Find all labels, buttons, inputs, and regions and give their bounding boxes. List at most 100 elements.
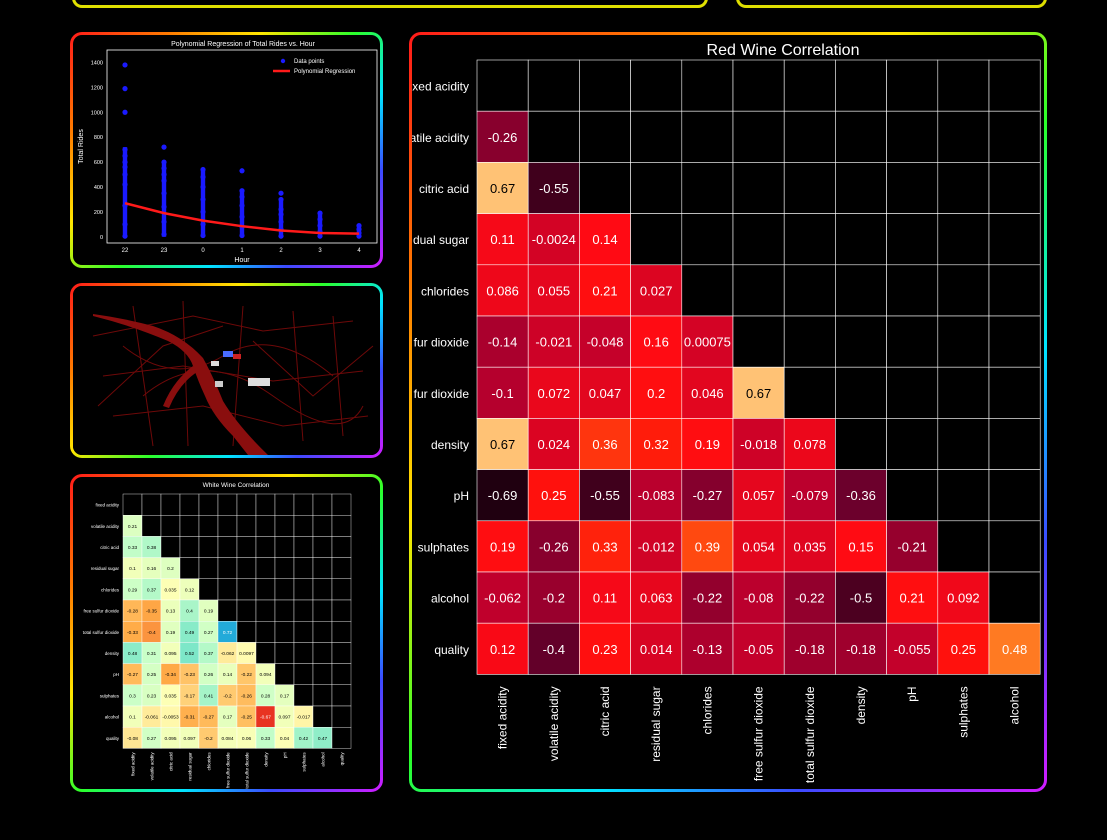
heatmap-cell bbox=[835, 315, 887, 368]
row-label: chlorides bbox=[101, 587, 120, 592]
heatmap-cell bbox=[732, 162, 785, 214]
heatmap-cell bbox=[988, 520, 1041, 573]
heatmap-value: -0.062 bbox=[484, 591, 521, 606]
heatmap-cell bbox=[630, 520, 683, 573]
heatmap-value: -0.4 bbox=[543, 642, 565, 657]
regression-chart: Polynomial Regression of Total Rides vs.… bbox=[78, 41, 378, 264]
heatmap-value: 0.04 bbox=[280, 736, 290, 742]
heatmap-cell bbox=[630, 366, 683, 419]
heatmap-cell bbox=[835, 264, 887, 317]
heatmap-cell bbox=[476, 264, 529, 317]
col-label: fixed acidity bbox=[496, 686, 510, 749]
heatmap-value: -0.55 bbox=[590, 488, 620, 503]
heatmap-cell bbox=[681, 110, 734, 163]
heatmap-cell bbox=[293, 536, 314, 558]
heatmap-value: -0.26 bbox=[488, 130, 518, 145]
regression-line bbox=[124, 201, 360, 235]
heatmap-cell bbox=[476, 59, 529, 112]
legend-label-points: Data points bbox=[294, 59, 324, 65]
heatmap-cell bbox=[274, 578, 295, 601]
heatmap-cell bbox=[274, 536, 295, 558]
heatmap-value: -0.67 bbox=[260, 715, 271, 721]
row-label: residual sugar bbox=[91, 566, 120, 571]
heatmap-value: 0.48 bbox=[1002, 642, 1027, 657]
heatmap-cell bbox=[527, 59, 580, 112]
heatmap-cell bbox=[937, 264, 990, 317]
col-label: citric acid bbox=[169, 752, 174, 771]
heatmap-value: 0.095 bbox=[164, 651, 176, 657]
heatmap-cell bbox=[988, 213, 1041, 266]
row-label: sulphates bbox=[100, 693, 120, 698]
heatmap-value: 0.084 bbox=[221, 736, 233, 742]
heatmap-cell bbox=[274, 557, 295, 579]
heatmap-cell bbox=[255, 536, 276, 558]
col-label: density bbox=[854, 686, 868, 724]
legend-label-line: Polynomial Regression bbox=[294, 69, 355, 75]
heatmap-cell bbox=[937, 571, 990, 624]
heatmap-value: 0.39 bbox=[695, 539, 720, 554]
heatmap-cell bbox=[217, 578, 238, 601]
heatmap-value: 0.37 bbox=[147, 587, 157, 593]
data-point-column bbox=[239, 189, 245, 237]
heatmap-cell bbox=[160, 536, 181, 558]
heatmap-value: -0.079 bbox=[791, 488, 828, 503]
heatmap-cell bbox=[255, 493, 276, 516]
heatmap-cell bbox=[835, 366, 887, 419]
heatmap-cell bbox=[198, 578, 219, 601]
heatmap-value: -0.22 bbox=[795, 591, 825, 606]
heatmap-value: -0.05 bbox=[744, 642, 774, 657]
heatmap-value: -0.018 bbox=[740, 437, 777, 452]
heatmap-value: -0.36 bbox=[846, 488, 876, 503]
data-point-column bbox=[356, 225, 362, 237]
heatmap-value: -0.18 bbox=[846, 642, 876, 657]
heatmap-cell bbox=[312, 642, 333, 664]
heatmap-cell bbox=[783, 315, 836, 368]
heatmap-cell bbox=[835, 59, 887, 112]
heatmap-value: 0.26 bbox=[204, 672, 214, 678]
heatmap-value: 0.47 bbox=[318, 736, 328, 742]
heatmap-cell bbox=[255, 642, 276, 664]
red-wine-title: Red Wine Correlation bbox=[707, 42, 860, 59]
heatmap-cell bbox=[255, 515, 276, 537]
heatmap-cell bbox=[312, 599, 333, 622]
heatmap-value: 0.14 bbox=[592, 232, 617, 247]
heatmap-cell bbox=[331, 599, 352, 622]
heatmap-value: -0.08 bbox=[127, 736, 138, 742]
heatmap-cell bbox=[198, 536, 219, 558]
heatmap-cell bbox=[835, 162, 887, 214]
col-label: pH bbox=[905, 686, 919, 701]
heatmap-value: 0.42 bbox=[299, 736, 309, 742]
heatmap-cell bbox=[681, 264, 734, 317]
regression-title: Polynomial Regression of Total Rides vs.… bbox=[171, 41, 315, 48]
heatmap-cell bbox=[630, 264, 683, 317]
y-tick-label: 0 bbox=[100, 235, 103, 241]
map-view[interactable] bbox=[73, 286, 380, 455]
row-label: density bbox=[431, 438, 469, 452]
heatmap-cell bbox=[886, 213, 939, 266]
heatmap-cell bbox=[630, 213, 683, 266]
row-label: free sulfur dioxide bbox=[83, 609, 119, 614]
heatmap-cell bbox=[988, 162, 1041, 214]
heatmap-cell bbox=[527, 469, 580, 522]
heatmap-value: -0.4 bbox=[147, 630, 156, 636]
data-point-column bbox=[278, 199, 284, 237]
heatmap-cell bbox=[217, 493, 238, 516]
row-label: pH bbox=[113, 672, 119, 677]
row-label: alcohol bbox=[431, 592, 469, 606]
heatmap-cell bbox=[217, 557, 238, 579]
heatmap-value: 0.38 bbox=[147, 545, 157, 551]
heatmap-cell bbox=[160, 493, 181, 516]
white-wine-panel: White Wine Correlation fixed acidity 0.21 v… bbox=[70, 474, 383, 792]
heatmap-cell bbox=[886, 520, 939, 573]
heatmap-value: -0.2 bbox=[223, 693, 232, 699]
heatmap-cell bbox=[476, 110, 529, 163]
heatmap-cell bbox=[681, 162, 734, 214]
data-point-column bbox=[122, 147, 128, 237]
heatmap-cell bbox=[886, 110, 939, 163]
heatmap-value: -0.0024 bbox=[532, 232, 576, 247]
heatmap-value: -0.31 bbox=[184, 715, 195, 721]
y-tick-label: 200 bbox=[94, 210, 103, 216]
heatmap-value: 0.057 bbox=[742, 488, 775, 503]
heatmap-cell bbox=[886, 622, 939, 675]
row-label: fixed acidity bbox=[95, 503, 119, 508]
